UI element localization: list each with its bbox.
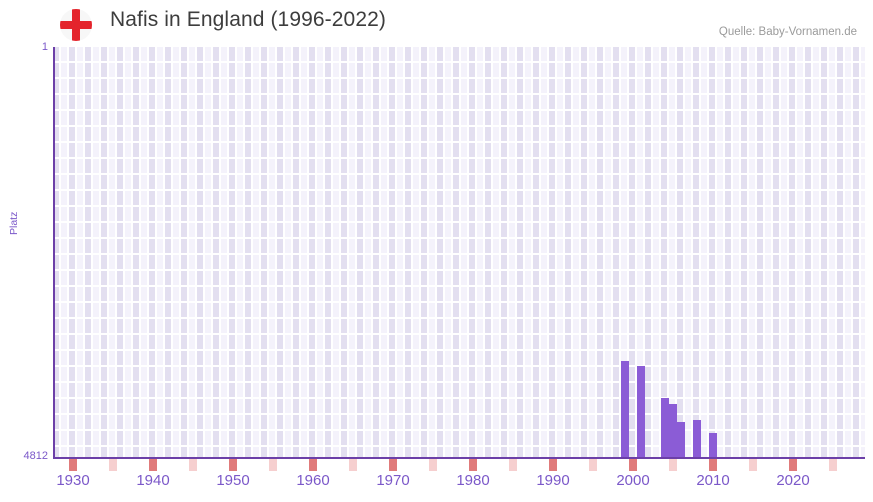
x-axis-tick-label-2020: 2020 xyxy=(776,472,810,489)
x-tick-mark-1955 xyxy=(269,459,277,471)
x-tick-mark-2015 xyxy=(749,459,757,471)
x-tick-mark-1985 xyxy=(509,459,517,471)
x-tick-mark-2005 xyxy=(669,459,677,471)
bar-2004[interactable] xyxy=(661,398,669,458)
x-axis-tick-label-1940: 1940 xyxy=(136,472,170,489)
x-axis-tick-label-1950: 1950 xyxy=(216,472,250,489)
y-axis-tick-top: 1 xyxy=(41,41,48,53)
bar-2010[interactable] xyxy=(709,433,717,458)
x-tick-mark-1965 xyxy=(349,459,357,471)
x-axis-tick-label-1980: 1980 xyxy=(456,472,490,489)
x-tick-mark-1935 xyxy=(109,459,117,471)
x-tick-mark-1980 xyxy=(469,459,477,471)
x-tick-mark-1960 xyxy=(309,459,317,471)
x-tick-mark-1945 xyxy=(189,459,197,471)
x-tick-mark-2020 xyxy=(789,459,797,471)
x-axis-tick-label-1970: 1970 xyxy=(376,472,410,489)
source-attribution: Quelle: Baby-Vornamen.de xyxy=(718,26,857,38)
plot-area xyxy=(53,47,865,458)
y-axis-title: Platz xyxy=(8,211,20,235)
x-tick-mark-1930 xyxy=(69,459,77,471)
chart-header: Nafis in England (1996-2022) Quelle: Bab… xyxy=(0,0,873,47)
gridlines xyxy=(53,47,865,458)
x-tick-mark-1995 xyxy=(589,459,597,471)
x-tick-mark-1990 xyxy=(549,459,557,471)
x-tick-mark-1940 xyxy=(149,459,157,471)
x-axis-tick-label-1930: 1930 xyxy=(56,472,90,489)
x-tick-mark-1975 xyxy=(429,459,437,471)
x-tick-mark-1950 xyxy=(229,459,237,471)
x-tick-mark-2025 xyxy=(829,459,837,471)
x-tick-mark-2000 xyxy=(629,459,637,471)
x-axis-tick-label-1990: 1990 xyxy=(536,472,570,489)
flag-cross-vertical xyxy=(72,9,80,41)
x-tick-mark-1970 xyxy=(389,459,397,471)
x-axis-tick-label-2010: 2010 xyxy=(696,472,730,489)
bar-2006[interactable] xyxy=(677,422,685,458)
bar-2001[interactable] xyxy=(637,366,645,458)
bar-2008[interactable] xyxy=(693,420,701,458)
bar-1999[interactable] xyxy=(621,361,629,458)
x-axis-line xyxy=(53,457,865,459)
x-axis-tick-label-2000: 2000 xyxy=(616,472,650,489)
y-axis-tick-bottom: 4812 xyxy=(23,450,48,462)
bar-2005[interactable] xyxy=(669,404,677,458)
y-axis-line xyxy=(53,47,55,458)
x-tick-mark-2010 xyxy=(709,459,717,471)
england-flag-icon xyxy=(60,9,92,41)
x-axis-tick-label-1960: 1960 xyxy=(296,472,330,489)
chart-title: Nafis in England (1996-2022) xyxy=(110,8,386,31)
